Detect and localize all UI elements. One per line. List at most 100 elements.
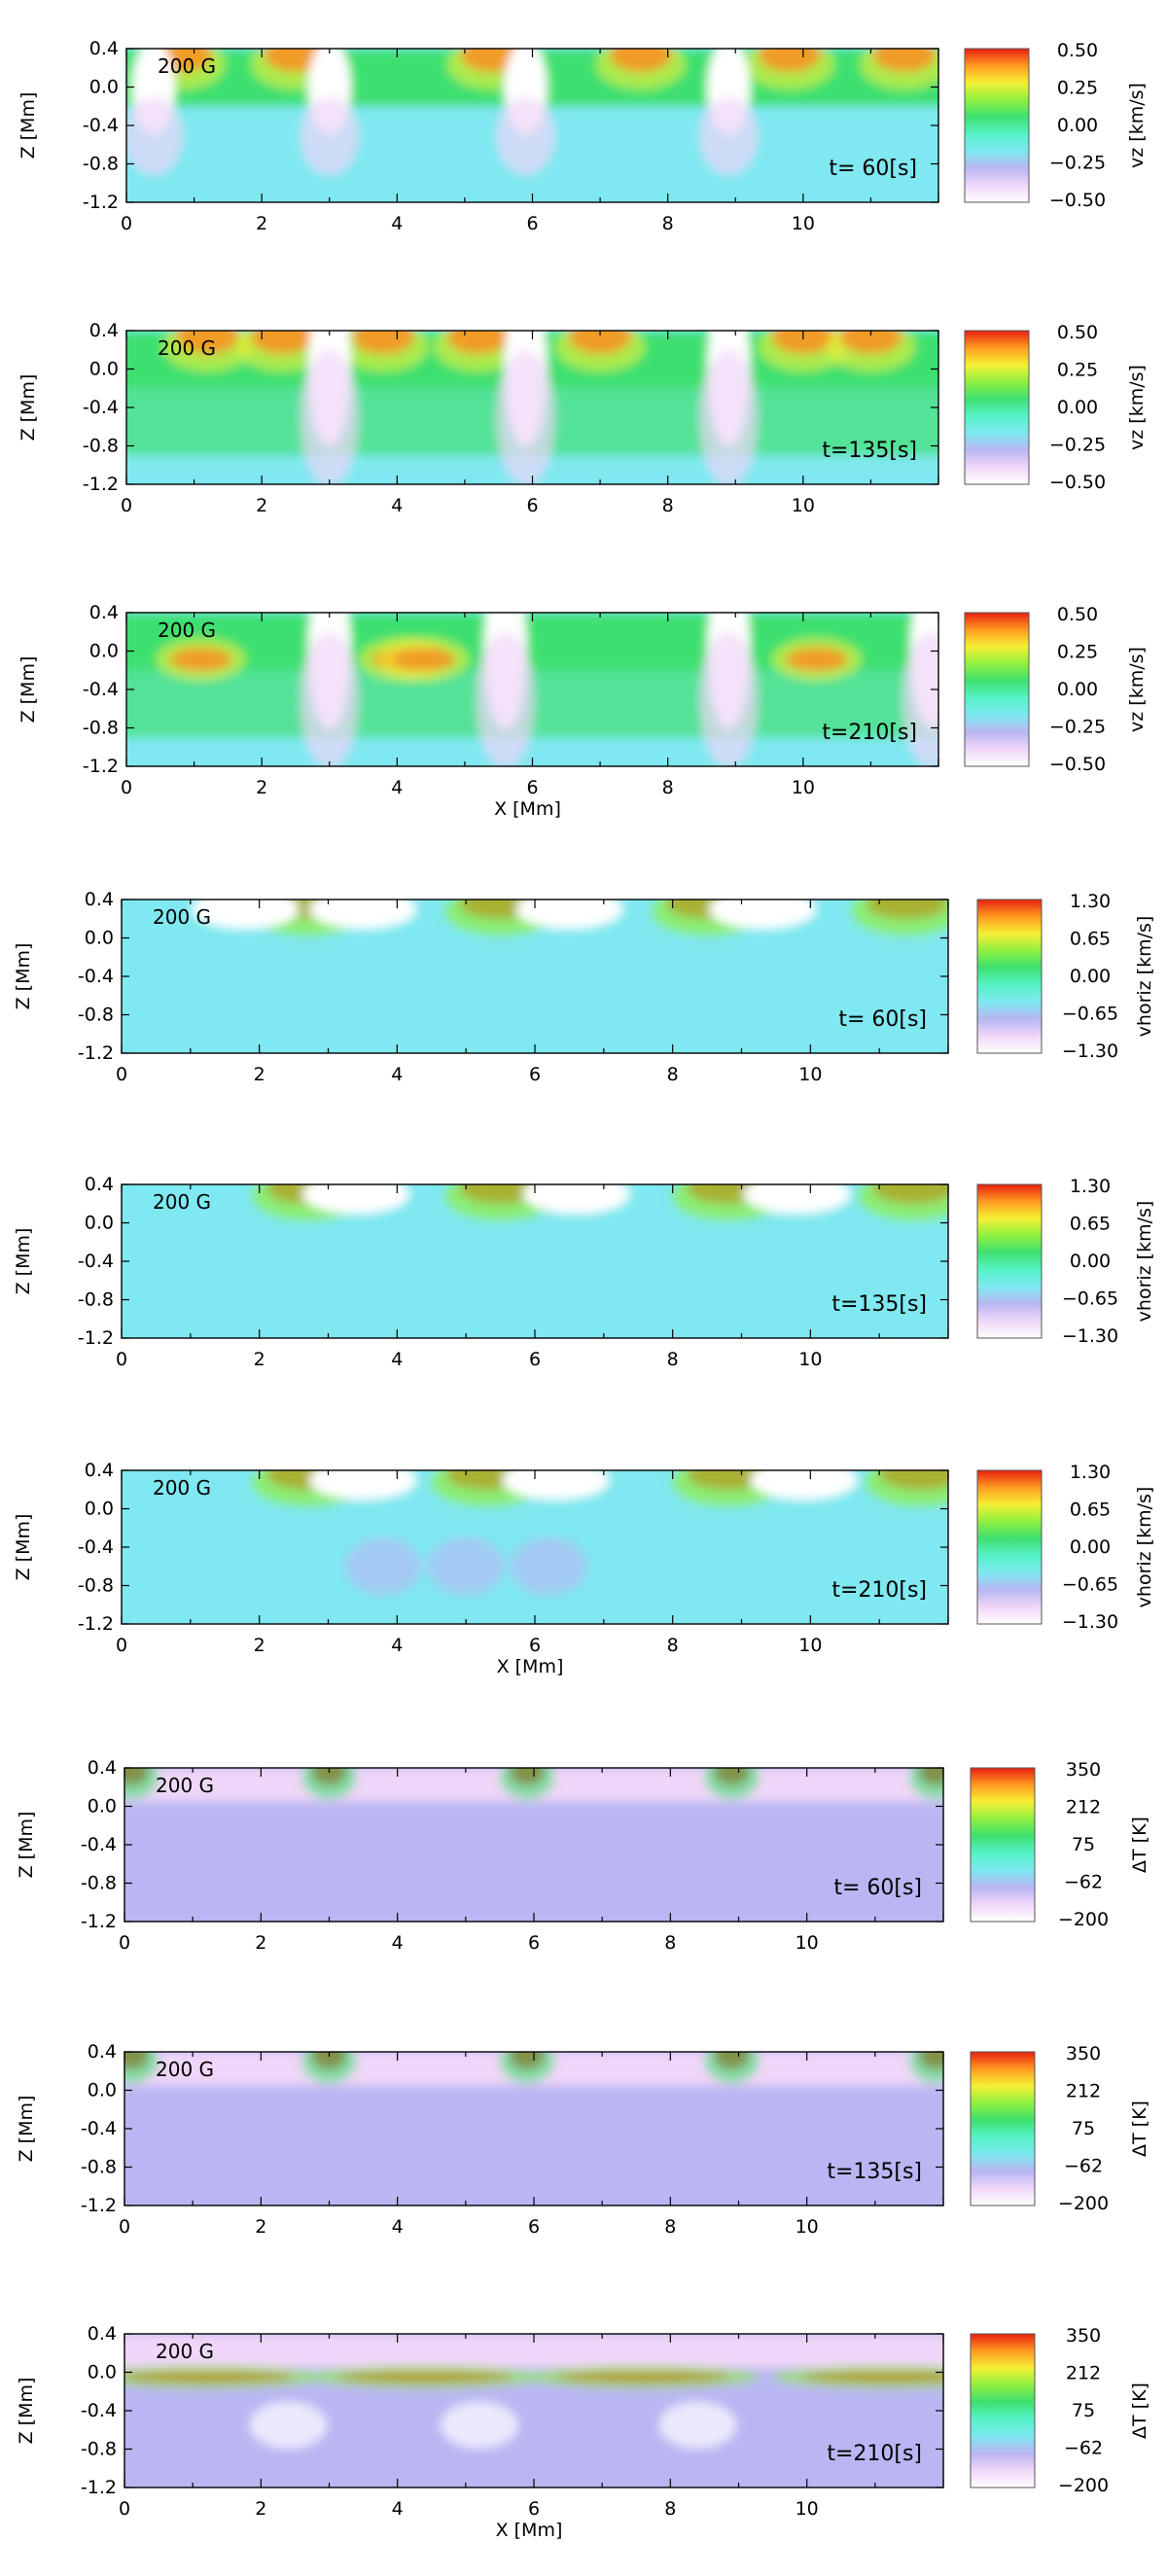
colorbar-tick-label: 0.50 (1057, 40, 1098, 61)
colorbar-tick-label: −62 (1064, 2156, 1103, 2177)
hot-halo (908, 1768, 943, 1799)
x-axis-label: X [Mm] (496, 2520, 563, 2541)
y-tick-label: -1.2 (81, 1911, 117, 1932)
downflow-halo (699, 97, 759, 175)
y-tick-label: -0.8 (78, 1289, 114, 1311)
y-axis-label: Z [Mm] (18, 92, 39, 159)
upflow-halo (338, 331, 429, 371)
upflow-halo (379, 638, 470, 681)
colorbar-label: vhoriz [km/s] (1134, 1487, 1155, 1608)
x-tick-label: 6 (528, 2498, 540, 2520)
y-tick-label: 0.4 (89, 38, 119, 59)
field-label: 200 G (153, 1476, 211, 1500)
x-tick-label: 0 (116, 1064, 127, 1085)
x-tick-label: 2 (256, 495, 267, 516)
y-tick-label: 0.0 (88, 1796, 117, 1817)
x-tick-label: 8 (662, 213, 674, 234)
colorbar-tick-label: −0.50 (1049, 754, 1106, 775)
hot-layer-halo (526, 2365, 760, 2389)
panel-dT-0: 0.4 0.0 -0.4 -0.8 -1.20 2 4 6 8 10 Z [Mm] 200 G t= 6… (16, 1757, 1150, 1954)
colorbar-tick-label: 350 (1066, 2043, 1101, 2064)
colorbar: 0.50 0.25 0.00 −0.25 −0.50 vz [km/s] (964, 40, 1148, 211)
x-tick-label: 10 (798, 1349, 822, 1370)
colorbar-tick-label: 0.65 (1070, 1214, 1111, 1235)
x-tick-label: 10 (798, 1635, 822, 1656)
downflow-halo (300, 350, 359, 484)
y-tick-label: -0.4 (83, 679, 119, 700)
y-tick-label: 0.0 (85, 1499, 114, 1520)
negative-flow-mark (750, 1470, 858, 1500)
downflow-halo (300, 97, 359, 175)
colorbar-tick-label: −0.50 (1049, 190, 1106, 211)
colorbar-tick-label: −0.65 (1062, 1288, 1118, 1310)
y-tick-label: 0.4 (89, 602, 119, 623)
colorbar-tick-label: 75 (1072, 2400, 1095, 2421)
colorbar-tick-label: 0.00 (1070, 966, 1111, 987)
hot-halo (124, 2052, 159, 2083)
x-tick-label: 0 (121, 495, 132, 516)
x-tick-label: 6 (529, 1349, 541, 1370)
y-tick-label: -1.2 (81, 2195, 117, 2216)
x-tick-label: 6 (526, 213, 538, 234)
x-tick-label: 0 (119, 2216, 130, 2238)
y-tick-label: -1.2 (83, 756, 119, 777)
upflow-halo (156, 638, 246, 681)
y-tick-label: 0.0 (88, 2080, 117, 2101)
colorbar-label: vz [km/s] (1126, 647, 1148, 732)
heatmap-area (124, 2052, 943, 2205)
x-tick-label: 2 (256, 777, 267, 798)
y-tick-label: 0.0 (89, 641, 119, 662)
colorbar-label: vhoriz [km/s] (1134, 1201, 1155, 1323)
x-tick-label: 0 (119, 1932, 130, 1954)
colorbar-tick-label: 0.65 (1070, 929, 1111, 950)
colorbar-tick-label: −0.25 (1049, 717, 1106, 738)
upflow-halo (433, 331, 523, 371)
colorbar-tick-label: 212 (1066, 1797, 1101, 1818)
y-tick-label: 0.0 (88, 2362, 117, 2383)
x-tick-label: 4 (392, 2216, 404, 2238)
colorbar-gradient (970, 2333, 1036, 2488)
positive-flow-halo (857, 1184, 948, 1221)
heatmap-area (126, 613, 938, 766)
panel-vz-2: 0.4 0.0 -0.4 -0.8 -1.20 2 4 6 8 10 Z [Mm] X [Mm] 200… (18, 602, 1148, 820)
colorbar-tick-label: 1.30 (1070, 1176, 1111, 1197)
upflow-halo (744, 49, 834, 89)
x-tick-label: 8 (667, 1349, 679, 1370)
y-tick-label: 0.0 (89, 359, 119, 380)
colorbar-tick-label: −62 (1064, 2438, 1103, 2459)
upflow-halo (237, 331, 328, 371)
y-tick-label: 0.4 (85, 889, 114, 910)
y-axis-label: Z [Mm] (16, 2096, 37, 2163)
colorbar-tick-label: −0.25 (1049, 153, 1106, 174)
y-tick-label: -0.8 (78, 1575, 114, 1597)
colorbar-tick-label: −200 (1058, 2475, 1109, 2496)
x-tick-label: 2 (254, 1064, 265, 1085)
x-tick-label: 4 (391, 1635, 403, 1656)
panel-dT-1: 0.4 0.0 -0.4 -0.8 -1.20 2 4 6 8 10 Z [Mm] 200 G t=13… (16, 2041, 1150, 2238)
x-tick-label: 6 (529, 1635, 541, 1656)
colorbar-label: vz [km/s] (1126, 83, 1148, 168)
y-axis-label: Z [Mm] (18, 656, 39, 723)
colorbar-gradient (976, 899, 1043, 1054)
colorbar-tick-label: 0.00 (1057, 679, 1098, 700)
upflow-halo (771, 638, 862, 681)
colorbar-label: ΔT [K] (1129, 2100, 1150, 2157)
y-tick-label: -0.8 (83, 436, 119, 457)
hot-halo (499, 1768, 554, 1799)
colorbar: 1.30 0.65 0.00 −0.65 −1.30 vhoriz [km/s] (976, 1462, 1155, 1633)
field-label: 200 G (158, 54, 216, 78)
colorbar-tick-label: 0.50 (1057, 322, 1098, 343)
hot-halo (499, 2052, 554, 2083)
negative-flow-mark (192, 900, 300, 929)
colorbar-gradient (970, 2051, 1036, 2206)
x-tick-label: 4 (391, 1349, 403, 1370)
colorbar-gradient (964, 330, 1030, 485)
field-label: 200 G (158, 618, 216, 642)
cool-blob (249, 2401, 328, 2449)
colorbar-tick-label: 75 (1072, 2118, 1095, 2139)
x-tick-label: 2 (255, 1932, 266, 1954)
colorbar-tick-label: 0.00 (1070, 1536, 1111, 1558)
heatmap-area (122, 1470, 948, 1624)
hot-layer-halo (124, 2365, 324, 2389)
